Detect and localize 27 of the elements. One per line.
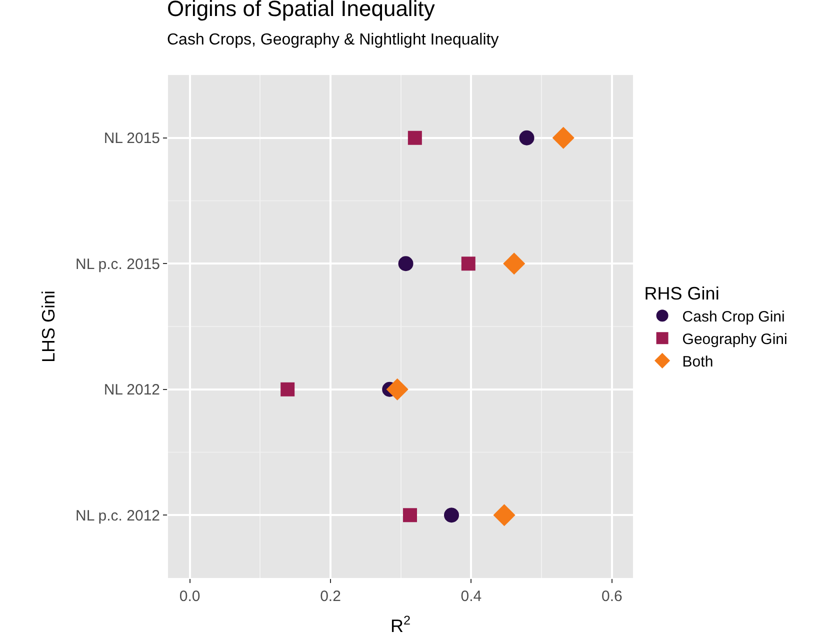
- legend-label: Geography Gini: [682, 331, 788, 348]
- x-tick-label: 0.4: [460, 588, 482, 605]
- y-axis-title: LHS Gini: [38, 290, 59, 363]
- point: [519, 130, 534, 146]
- point: [403, 508, 417, 522]
- point: [552, 126, 574, 149]
- chart-subtitle: Cash Crops, Geography & Nightlight Inequality: [167, 32, 499, 49]
- y-tick-label: NL 2012: [104, 382, 160, 399]
- x-tick-label: 0.0: [179, 588, 200, 605]
- chart-title: Origins of Spatial Inequality: [167, 0, 435, 22]
- y-tick-label: NL 2015: [104, 130, 160, 148]
- y-tick-label: NL p.c. 2012: [76, 507, 160, 524]
- point: [280, 382, 295, 396]
- point: [461, 256, 476, 271]
- point: [444, 508, 459, 523]
- legend-label: Both: [682, 354, 714, 370]
- point: [493, 504, 516, 526]
- point: [398, 256, 414, 272]
- legend-label: Cash Crop Gini: [682, 308, 785, 326]
- y-tick-label: NL p.c. 2015: [76, 256, 160, 273]
- legend-title: RHS Gini: [644, 283, 720, 304]
- x-axis-title: R$^{2}$: [390, 614, 411, 636]
- x-tick-label: 0.2: [320, 588, 341, 605]
- point: [386, 378, 408, 400]
- point: [503, 252, 526, 275]
- x-tick-label: 0.6: [601, 588, 622, 605]
- point: [408, 130, 422, 145]
